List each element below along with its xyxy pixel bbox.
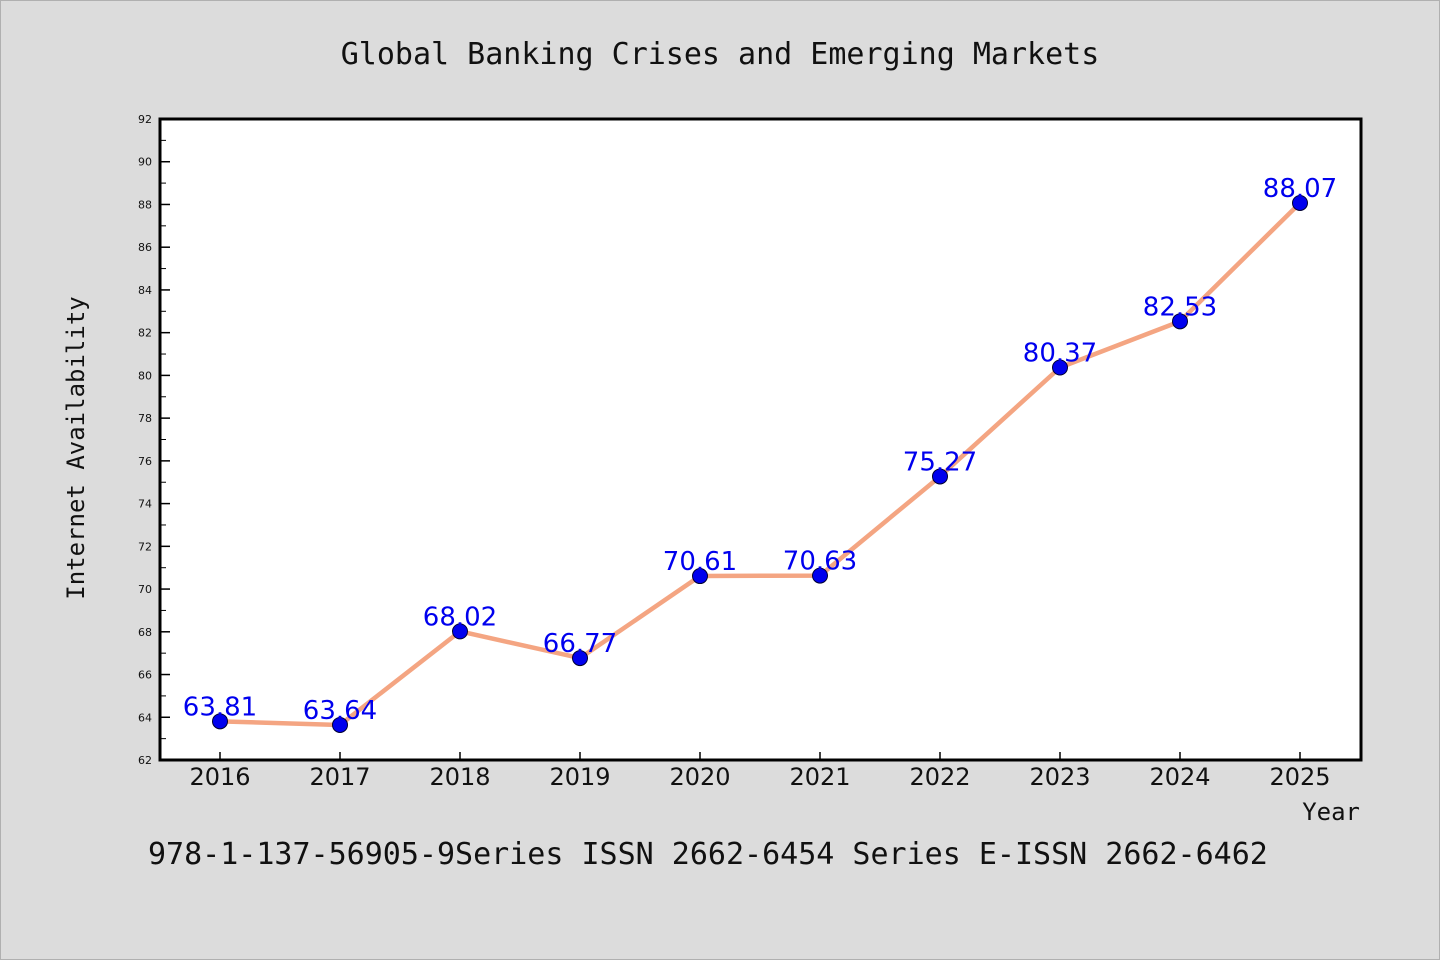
data-label: 80.37 (1023, 338, 1097, 368)
data-label: 68.02 (423, 602, 497, 632)
x-tick-label: 2020 (669, 763, 730, 791)
chart-title: Global Banking Crises and Emerging Marke… (341, 37, 1100, 72)
data-point-marker (1052, 359, 1068, 376)
y-tick-label: 90 (138, 156, 152, 169)
data-label: 82.53 (1143, 292, 1217, 322)
data-point-marker (1292, 194, 1308, 211)
x-tick-label: 2025 (1269, 763, 1330, 791)
data-point-marker (1172, 313, 1188, 330)
x-tick-label: 2019 (549, 763, 610, 791)
y-tick-label: 68 (138, 626, 152, 639)
data-point-marker (692, 568, 708, 585)
y-tick-label: 88 (138, 198, 152, 211)
data-label: 75.27 (903, 447, 977, 477)
x-tick-label: 2018 (429, 763, 490, 791)
y-tick-label: 66 (138, 669, 152, 682)
y-tick-label: 62 (138, 754, 152, 767)
data-point-marker (212, 713, 228, 730)
y-tick-label: 80 (138, 369, 152, 382)
data-label: 70.63 (783, 547, 857, 577)
x-tick-label: 2022 (909, 763, 970, 791)
x-tick-label: 2021 (789, 763, 850, 791)
y-tick-label: 72 (138, 540, 152, 553)
y-axis-label: Internet Availability (62, 296, 90, 599)
x-axis-label: Year (1302, 798, 1360, 826)
x-tick-label: 2023 (1029, 763, 1090, 791)
data-label: 88.07 (1263, 174, 1337, 204)
y-tick-label: 92 (138, 113, 152, 126)
y-tick-label: 76 (138, 455, 152, 468)
y-tick-label: 64 (138, 711, 152, 724)
x-axis: 2016 2017 2018 2019 2020 2021 2022 2023 2024 2025 (189, 752, 1331, 791)
data-point-marker (332, 716, 348, 733)
data-label: 63.81 (183, 692, 257, 722)
y-tick-label: 74 (138, 498, 152, 511)
y-tick-label: 82 (138, 327, 152, 340)
y-tick-label: 84 (138, 284, 152, 297)
series-layer: 63.81 63.64 68.02 66.77 70.61 70.63 75.27 80.37… (183, 174, 1337, 733)
data-point-marker (932, 468, 948, 485)
y-tick-label: 70 (138, 583, 152, 596)
plot-area (158, 117, 1363, 762)
data-label: 63.64 (303, 696, 377, 726)
series-line (217, 200, 1303, 728)
data-point-marker (452, 623, 468, 640)
data-label: 66.77 (543, 629, 617, 659)
footer-isbn-issn: 978-1-137-56905-9Series ISSN 2662-6454 S… (148, 837, 1268, 872)
y-axis: 62 64 66 68 70 72 74 76 78 80 82 84 86 88 90 92 (138, 113, 170, 767)
x-tick-label: 2024 (1149, 763, 1210, 791)
data-point-marker (572, 650, 588, 667)
x-tick-label: 2016 (189, 763, 250, 791)
y-tick-label: 78 (138, 412, 152, 425)
data-point-marker (812, 567, 828, 584)
x-tick-label: 2017 (309, 763, 370, 791)
y-tick-label: 86 (138, 241, 152, 254)
data-label: 70.61 (663, 547, 737, 577)
